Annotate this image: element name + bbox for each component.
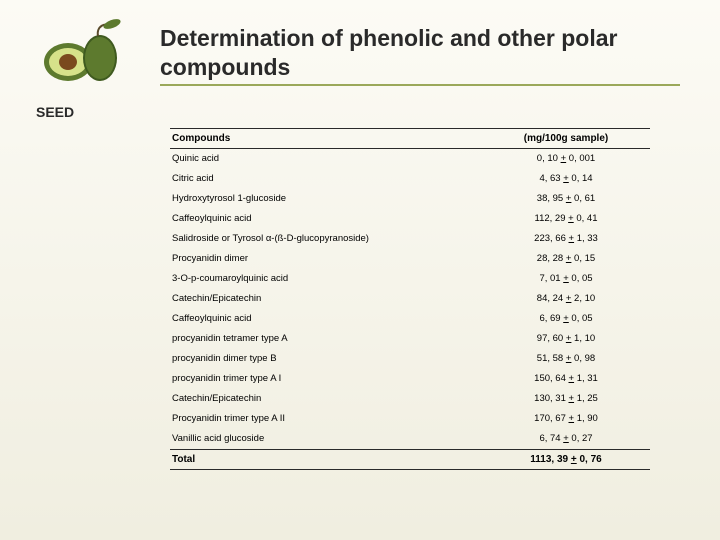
compound-value: 0, 10 + 0, 001	[482, 149, 650, 170]
compound-name: Caffeoylquinic acid	[170, 309, 482, 329]
compound-value: 97, 60 + 1, 10	[482, 329, 650, 349]
compound-value: 170, 67 + 1, 90	[482, 409, 650, 429]
table-row: procyanidin tetramer type A97, 60 + 1, 1…	[170, 329, 650, 349]
header-compound: Compounds	[170, 129, 482, 149]
title-block: Determination of phenolic and other pola…	[160, 18, 680, 86]
compound-value: 4, 63 + 0, 14	[482, 169, 650, 189]
compound-value: 84, 24 + 2, 10	[482, 289, 650, 309]
table-row: procyanidin dimer type B51, 58 + 0, 98	[170, 349, 650, 369]
compound-name: procyanidin trimer type A I	[170, 369, 482, 389]
table-row: Salidroside or Tyrosol α-(ß-D-glucopyran…	[170, 229, 650, 249]
compound-name: 3-O-p-coumaroylquinic acid	[170, 269, 482, 289]
compound-name: procyanidin tetramer type A	[170, 329, 482, 349]
section-label: SEED	[36, 104, 720, 120]
compound-name: Caffeoylquinic acid	[170, 209, 482, 229]
table-row: procyanidin trimer type A I150, 64 + 1, …	[170, 369, 650, 389]
slide-header: Determination of phenolic and other pola…	[0, 0, 720, 88]
compound-name: Vanillic acid glucoside	[170, 429, 482, 450]
compound-value: 130, 31 + 1, 25	[482, 389, 650, 409]
table-row: Catechin/Epicatechin84, 24 + 2, 10	[170, 289, 650, 309]
table-row: 3-O-p-coumaroylquinic acid7, 01 + 0, 05	[170, 269, 650, 289]
compound-name: Procyanidin trimer type A II	[170, 409, 482, 429]
table-row: Catechin/Epicatechin130, 31 + 1, 25	[170, 389, 650, 409]
table-row: Caffeoylquinic acid112, 29 + 0, 41	[170, 209, 650, 229]
compounds-table: Compounds (mg/100g sample) Quinic acid0,…	[170, 128, 650, 470]
table-row: Caffeoylquinic acid6, 69 + 0, 05	[170, 309, 650, 329]
table-row: Citric acid4, 63 + 0, 14	[170, 169, 650, 189]
compound-value: 112, 29 + 0, 41	[482, 209, 650, 229]
table-row: Procyanidin dimer28, 28 + 0, 15	[170, 249, 650, 269]
compound-name: Citric acid	[170, 169, 482, 189]
table-row: Hydroxytyrosol 1-glucoside38, 95 + 0, 61	[170, 189, 650, 209]
avocado-icon	[30, 18, 140, 88]
table-total-row: Total1113, 39 + 0, 76	[170, 450, 650, 470]
compound-name: Hydroxytyrosol 1-glucoside	[170, 189, 482, 209]
table-row: Vanillic acid glucoside6, 74 + 0, 27	[170, 429, 650, 450]
compound-name: Quinic acid	[170, 149, 482, 170]
compound-value: 223, 66 + 1, 33	[482, 229, 650, 249]
table-row: Quinic acid0, 10 + 0, 001	[170, 149, 650, 170]
compound-value: 7, 01 + 0, 05	[482, 269, 650, 289]
header-value: (mg/100g sample)	[482, 129, 650, 149]
compound-name: procyanidin dimer type B	[170, 349, 482, 369]
compound-name: Catechin/Epicatechin	[170, 389, 482, 409]
compounds-table-wrap: Compounds (mg/100g sample) Quinic acid0,…	[170, 128, 650, 470]
compound-value: 38, 95 + 0, 61	[482, 189, 650, 209]
compound-value: 150, 64 + 1, 31	[482, 369, 650, 389]
table-header-row: Compounds (mg/100g sample)	[170, 129, 650, 149]
total-label: Total	[170, 450, 482, 470]
total-value: 1113, 39 + 0, 76	[482, 450, 650, 470]
compound-name: Salidroside or Tyrosol α-(ß-D-glucopyran…	[170, 229, 482, 249]
compound-value: 6, 74 + 0, 27	[482, 429, 650, 450]
table-row: Procyanidin trimer type A II170, 67 + 1,…	[170, 409, 650, 429]
compound-value: 28, 28 + 0, 15	[482, 249, 650, 269]
compound-value: 6, 69 + 0, 05	[482, 309, 650, 329]
compound-name: Procyanidin dimer	[170, 249, 482, 269]
slide-title: Determination of phenolic and other pola…	[160, 24, 680, 86]
compound-value: 51, 58 + 0, 98	[482, 349, 650, 369]
compound-name: Catechin/Epicatechin	[170, 289, 482, 309]
